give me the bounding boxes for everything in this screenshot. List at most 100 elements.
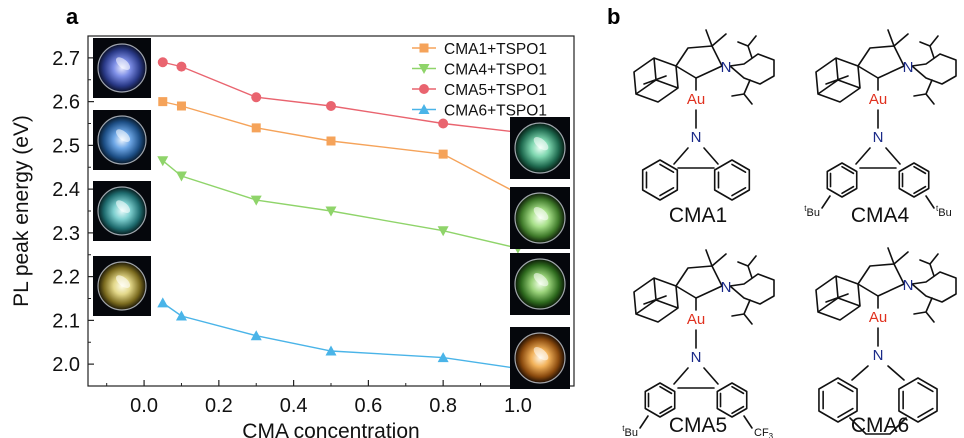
methyl-groups xyxy=(887,29,909,47)
double-bond xyxy=(731,405,745,415)
legend-item: CMA1+TSPO1 xyxy=(412,41,547,58)
panel-a-letter: a xyxy=(66,4,79,29)
y-tick-label: 2.7 xyxy=(52,48,80,70)
double-bond xyxy=(659,187,675,197)
legend-label: CMA5+TSPO1 xyxy=(444,82,547,99)
legend-item: CMA6+TSPO1 xyxy=(412,103,547,120)
data-point xyxy=(438,118,449,129)
amide-nitrogen-label: N xyxy=(873,347,884,364)
double-bond xyxy=(917,382,934,393)
gold-label: Au xyxy=(869,309,887,326)
emission-photo xyxy=(510,187,570,249)
data-point xyxy=(325,206,337,217)
benzene-ring xyxy=(713,159,751,201)
nitrogen-label: N xyxy=(721,279,732,296)
tbu-superscript: t xyxy=(936,204,939,213)
molecule-name-cma5: CMA5 xyxy=(669,414,727,437)
y-tick-label: 2.3 xyxy=(52,223,80,245)
tbu-superscript: t xyxy=(622,424,625,433)
methyl-groups xyxy=(887,247,909,265)
data-point xyxy=(326,136,336,146)
diisopropylphenyl xyxy=(911,35,957,105)
data-point xyxy=(250,330,262,341)
data-point xyxy=(157,57,168,68)
amide-nitrogen-label: N xyxy=(873,129,884,146)
emission-photo xyxy=(93,181,151,241)
molecule-name-cma6: CMA6 xyxy=(851,414,909,437)
nitrogen-label: N xyxy=(721,59,732,76)
y-tick-label: 2.5 xyxy=(52,135,80,157)
pyrrolidine-ring xyxy=(857,45,905,79)
legend-item: CMA5+TSPO1 xyxy=(412,82,547,99)
glow-highlight xyxy=(116,200,131,213)
legend-label: CMA6+TSPO1 xyxy=(444,103,547,120)
tbu-label: tBu xyxy=(622,424,638,438)
double-bond xyxy=(731,187,747,197)
pyrrolidine-ring xyxy=(675,45,723,79)
x-tick-label: 0.2 xyxy=(205,395,233,417)
legend-marker xyxy=(418,64,430,74)
nitrogen-label: N xyxy=(903,59,914,76)
adamantane-cage xyxy=(633,57,679,103)
double-bond xyxy=(659,385,673,395)
legend-label: CMA1+TSPO1 xyxy=(444,41,547,58)
azepine-ring xyxy=(849,365,907,435)
tbu-text: Bu xyxy=(938,207,951,219)
double-bond xyxy=(659,405,673,415)
data-point xyxy=(326,101,336,111)
pl-energy-chart: 0.0 0.2 0.4 0.6 0.8 1.0 2.0 2.1 2.2 2.3 2.4 2.5 2.6 2… xyxy=(10,35,575,438)
tbu-label: tBu xyxy=(804,204,820,219)
cf3-text: CF xyxy=(754,427,769,438)
diisopropylphenyl xyxy=(729,255,775,325)
emission-photo xyxy=(93,110,151,170)
series-cma4-tspo1 xyxy=(157,156,524,254)
glow-highlight xyxy=(533,273,549,287)
nitrogen-label: N xyxy=(903,277,914,294)
diisopropylphenyl xyxy=(729,35,775,105)
pyrrole-ring xyxy=(673,367,719,389)
y-tick-label: 2.1 xyxy=(52,310,80,332)
data-point xyxy=(175,310,187,321)
tbu-superscript: t xyxy=(804,204,807,213)
legend-label: CMA4+TSPO1 xyxy=(444,62,547,79)
y-axis-label: PL peak energy (eV) xyxy=(10,115,33,307)
tbu-label: tBu xyxy=(936,204,952,219)
adamantane-cage xyxy=(815,57,861,103)
molecule-name-cma1: CMA1 xyxy=(669,204,727,227)
methyl-groups xyxy=(705,29,727,47)
pyrrole-ring xyxy=(855,147,901,169)
pyrrolidine-ring xyxy=(675,265,723,299)
data-point xyxy=(176,101,186,111)
benzene-ring xyxy=(898,162,930,198)
benzene-ring xyxy=(644,382,676,418)
benzene-ring xyxy=(826,162,858,198)
emission-photo xyxy=(510,117,570,179)
amide-nitrogen-label: N xyxy=(691,349,702,366)
data-point xyxy=(251,92,262,103)
series-line xyxy=(162,160,519,249)
tbu-bond xyxy=(821,195,831,209)
double-bond xyxy=(841,185,855,195)
y-tick-label: 2.6 xyxy=(52,92,80,114)
x-tick-label: 0.4 xyxy=(280,395,308,417)
data-point xyxy=(158,97,168,107)
double-bond xyxy=(917,407,934,418)
legend-marker xyxy=(419,43,429,53)
data-point xyxy=(175,171,187,182)
pyrrolidine-ring xyxy=(857,263,905,297)
emission-photo xyxy=(93,38,151,98)
series-cma6-tspo1 xyxy=(157,297,524,373)
tbu-bond xyxy=(925,195,935,209)
cf3-bond xyxy=(743,415,753,429)
data-point xyxy=(176,61,187,72)
double-bond xyxy=(913,185,927,195)
gold-label: Au xyxy=(687,311,705,328)
x-tick-label: 0.6 xyxy=(354,395,382,417)
data-point xyxy=(250,195,262,206)
legend: CMA1+TSPO1 CMA4+TSPO1 CMA5+TSPO1 CMA6+TSPO1 xyxy=(412,41,547,120)
cf3-subscript: 3 xyxy=(769,432,774,438)
